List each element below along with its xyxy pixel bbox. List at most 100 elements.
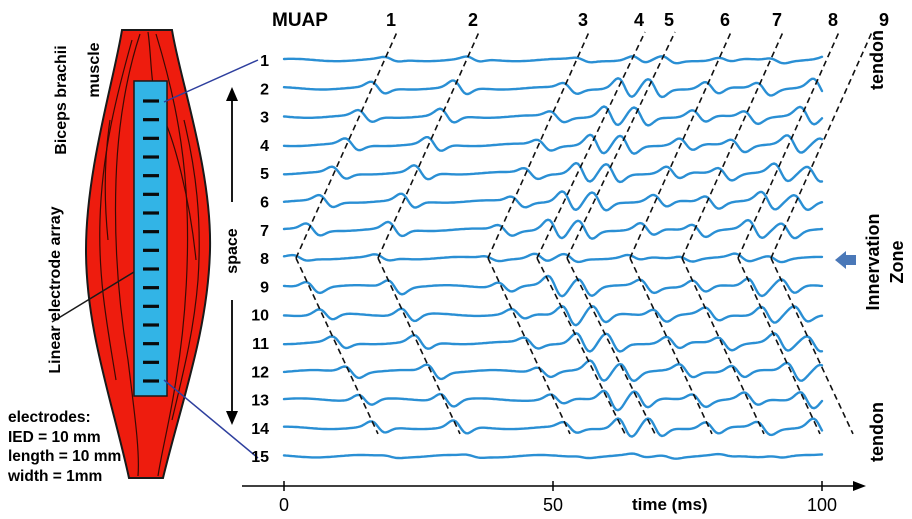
muap-number-label: 2 — [468, 10, 478, 30]
channel-label: 12 — [251, 364, 269, 381]
space-axis: space — [224, 87, 241, 425]
electrode-bar — [143, 99, 159, 103]
electrode-bar — [143, 379, 159, 383]
electrodes-note-line: electrodes: — [8, 409, 91, 426]
muap-number-label: 8 — [828, 10, 838, 30]
channel-label: 10 — [251, 308, 269, 325]
channel-label: 9 — [260, 279, 269, 296]
muap-number-label: 6 — [720, 10, 730, 30]
electrode-bar — [143, 267, 159, 271]
channel-label: 2 — [260, 81, 269, 98]
emg-trace — [282, 304, 824, 327]
time-tick-label: 0 — [279, 495, 289, 515]
emg-trace — [282, 274, 824, 298]
electrode-bar — [143, 174, 159, 178]
array-strip — [133, 80, 168, 397]
muap-number-label: 5 — [664, 10, 674, 30]
electrode-bar — [143, 211, 159, 215]
propagation-line-up — [566, 31, 676, 259]
emg-trace — [282, 332, 824, 353]
tendon-bottom-label: tendon — [867, 402, 887, 462]
muap-number-label: 9 — [879, 10, 889, 30]
propagation-line-up — [737, 31, 840, 259]
space-arrow-up — [226, 87, 238, 101]
emg-trace — [282, 359, 824, 383]
electrode-bar — [143, 360, 159, 364]
propagation-line-up — [536, 31, 646, 259]
time-tick-label: 100 — [807, 495, 837, 515]
emg-trace — [282, 161, 824, 184]
electrode-bar — [143, 304, 159, 308]
propagation-line-down — [681, 257, 765, 435]
innervation-arrow-icon — [835, 251, 856, 269]
propagation-line-down — [770, 257, 854, 435]
electrode-bar — [143, 286, 159, 290]
emg-trace — [282, 55, 824, 65]
propagation-line-up — [487, 31, 590, 259]
space-label: space — [224, 228, 241, 273]
time-tick-label: 50 — [543, 495, 563, 515]
emg-trace — [282, 133, 824, 155]
time-axis: 0 50 100 time (ms) — [242, 481, 866, 515]
connector-line-bottom — [163, 379, 259, 459]
channel-label: 1 — [260, 53, 269, 70]
emg-trace — [282, 105, 824, 127]
electrodes-note-line: IED = 10 mm — [8, 428, 101, 446]
propagation-line-down — [487, 257, 571, 435]
emg-traces — [282, 55, 824, 460]
propagation-line-down — [536, 257, 626, 435]
time-axis-arrowhead — [853, 481, 866, 491]
electrodes-note-line: width = 1mm — [8, 467, 103, 485]
channel-label: 14 — [251, 421, 269, 438]
channel-label: 13 — [251, 393, 269, 410]
muap-title: MUAP — [272, 10, 328, 31]
time-axis-ticks — [283, 481, 823, 491]
array-pointer-line — [51, 271, 135, 323]
emg-trace — [282, 252, 824, 264]
emg-trace — [282, 389, 824, 412]
propagation-line-down — [737, 257, 821, 435]
muscle-name-line1: Biceps brachii — [53, 45, 70, 154]
propagation-line-up — [770, 31, 873, 259]
propagation-line-down — [377, 257, 461, 435]
emg-trace — [282, 190, 824, 212]
electrode-bar — [143, 192, 159, 196]
electrodes-note: electrodes: IED = 10 mm length = 10 mm w… — [8, 408, 208, 486]
emg-trace — [282, 77, 824, 99]
channel-label: 11 — [252, 336, 269, 353]
electrode-bar — [143, 342, 159, 346]
electrodes-note-line: length = 10 mm — [8, 448, 122, 465]
propagation-line-up — [681, 31, 784, 259]
muap-number-label: 1 — [386, 10, 396, 30]
channel-label: 8 — [260, 251, 269, 268]
muap-propagation-lines — [295, 31, 873, 435]
propagation-line-down — [629, 257, 713, 435]
channel-label: 7 — [260, 223, 269, 240]
emg-trace — [282, 417, 824, 438]
emg-trace — [282, 218, 824, 240]
tendon-top-label: tendon — [867, 30, 887, 90]
muap-number-label: 7 — [772, 10, 782, 30]
electrode-array — [133, 80, 168, 397]
propagation-line-down — [566, 257, 656, 435]
muap-number-label: 3 — [578, 10, 588, 30]
connector-line-top — [163, 59, 259, 103]
channel-label: 3 — [260, 110, 269, 127]
channel-label: 6 — [260, 195, 269, 212]
electrode-bar — [143, 248, 159, 252]
muap-number-label: 4 — [634, 10, 644, 30]
electrode-bars — [143, 99, 159, 383]
propagation-line-up — [295, 31, 398, 259]
channel-label: 15 — [251, 449, 269, 466]
muscle-name-line2: muscle — [86, 42, 103, 97]
innervation-label-line1: Innervation — [863, 213, 883, 310]
emg-trace — [282, 452, 824, 460]
electrode-bar — [143, 118, 159, 122]
innervation-label-line2: Zone — [887, 241, 907, 284]
propagation-line-up — [377, 31, 480, 259]
electrode-bar — [143, 136, 159, 140]
channel-label: 5 — [260, 166, 269, 183]
